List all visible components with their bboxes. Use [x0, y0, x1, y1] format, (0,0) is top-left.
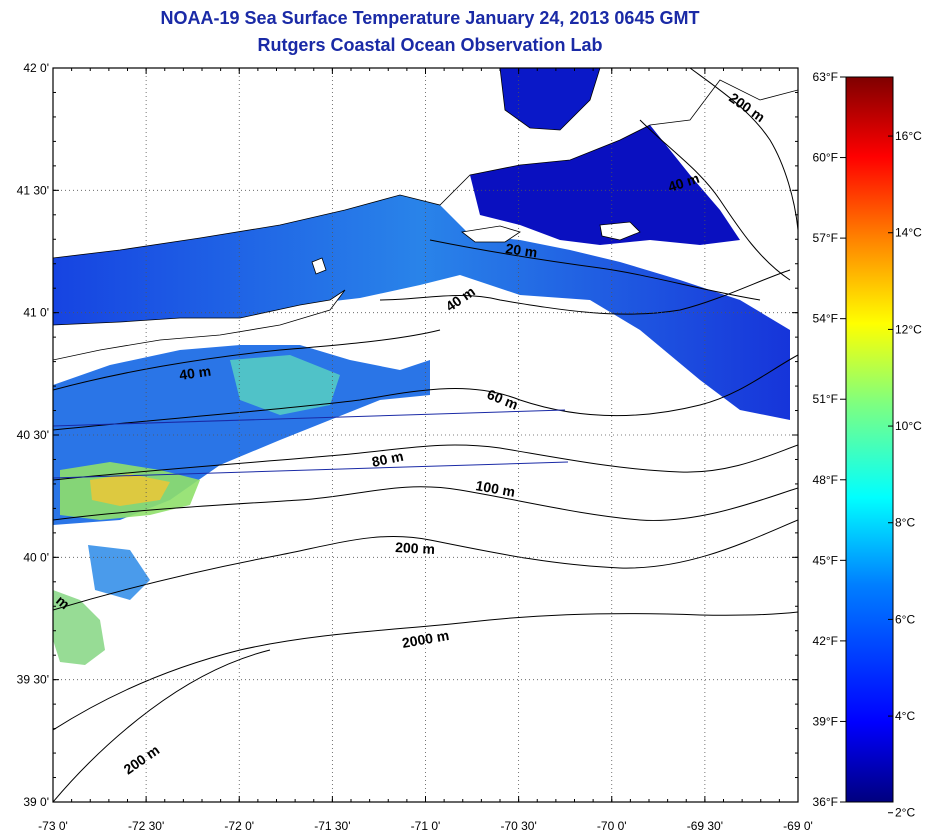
colorbar-c-label: 10°C — [895, 419, 922, 433]
colorbar-f-label: 39°F — [813, 714, 838, 728]
map-title: NOAA-19 Sea Surface Temperature January … — [160, 8, 700, 28]
colorbar-c-label: 4°C — [895, 709, 915, 723]
contour-label: 100 m — [474, 477, 516, 500]
lat-tick-label: 40 30' — [17, 428, 49, 442]
lon-tick-label: -72 0' — [224, 819, 254, 833]
colorbar-c-label: 2°C — [895, 806, 915, 820]
colorbar-c-label: 6°C — [895, 612, 915, 626]
colorbar-f-label: 36°F — [813, 795, 838, 809]
colorbar — [845, 76, 894, 803]
lon-tick-label: -69 0' — [783, 819, 813, 833]
longitude-tick-labels: -73 0' -72 30' -72 0' -71 30' -71 0' -70 30' -… — [38, 819, 813, 833]
new-england-coast — [53, 68, 798, 259]
transect-line-north — [52, 409, 566, 427]
colorbar-f-label: 42°F — [813, 634, 838, 648]
block-island — [311, 257, 327, 275]
lon-tick-label: -70 30' — [500, 819, 536, 833]
long-island — [53, 289, 346, 361]
lon-tick-label: -71 30' — [314, 819, 350, 833]
colorbar-fahrenheit-labels: 63°F 60°F 57°F 54°F 51°F 48°F 45°F 42°F 39°F 36°F — [813, 70, 838, 809]
lat-tick-label: 39 30' — [17, 673, 49, 687]
lat-tick-label: 41 30' — [17, 183, 49, 197]
contour-label: 80 m — [370, 448, 405, 470]
contour-label: 200 m — [395, 539, 435, 557]
colorbar-c-label: 14°C — [895, 226, 922, 240]
contour-20m — [429, 239, 761, 301]
lat-tick-label: 41 0' — [23, 306, 49, 320]
contour-200m-northeast — [689, 68, 798, 231]
lon-tick-label: -69 30' — [687, 819, 723, 833]
axis-ticks — [52, 67, 799, 803]
colorbar-f-label: 45°F — [813, 553, 838, 567]
colorbar-c-label: 8°C — [895, 516, 915, 530]
contour-200m — [53, 519, 798, 611]
colorbar-c-label: 12°C — [895, 322, 922, 336]
contour-200m-south — [53, 649, 271, 802]
colorbar-f-label: 60°F — [813, 151, 838, 165]
contour-40m-north — [379, 269, 791, 315]
contour-label: 20 m — [505, 240, 539, 260]
contour-100m — [53, 486, 798, 521]
latitude-tick-labels: 42 0' 41 30' 41 0' 40 30' 40 0' 39 30' 39 0' — [17, 61, 49, 809]
colorbar-c-label: 16°C — [895, 129, 922, 143]
bathymetry-contours — [53, 68, 798, 802]
colorbar-f-label: 48°F — [813, 473, 838, 487]
land-layer — [53, 68, 798, 361]
sst-band-north — [53, 195, 790, 420]
lat-tick-label: 40 0' — [23, 550, 49, 564]
nantucket — [599, 221, 641, 241]
lat-tick-label: 42 0' — [23, 61, 49, 75]
colorbar-f-label: 54°F — [813, 312, 838, 326]
lon-tick-label: -72 30' — [128, 819, 164, 833]
colorbar-ticks — [840, 76, 893, 814]
transect-line-south — [52, 461, 569, 479]
colorbar-celsius-labels: 16°C 14°C 12°C 10°C 8°C 6°C 4°C 2°C — [895, 129, 922, 820]
lat-tick-label: 39 0' — [23, 795, 49, 809]
martha-vineyard — [461, 225, 521, 243]
sst-patch-southwest — [53, 590, 105, 665]
transect-lines — [52, 409, 569, 479]
graticule — [53, 68, 798, 802]
contour-80m — [53, 444, 798, 481]
colorbar-f-label: 63°F — [813, 70, 838, 84]
lon-tick-label: -71 0' — [411, 819, 441, 833]
contour-2000m — [53, 611, 798, 731]
colorbar-f-label: 57°F — [813, 231, 838, 245]
contour-40m-northeast — [639, 119, 791, 281]
sst-cyan-patch — [230, 355, 340, 415]
lon-tick-label: -73 0' — [38, 819, 68, 833]
map-subtitle: Rutgers Coastal Ocean Observation Lab — [257, 35, 603, 55]
lon-tick-label: -70 0' — [597, 819, 627, 833]
contour-60m — [53, 354, 798, 431]
colorbar-f-label: 51°F — [813, 392, 838, 406]
contour-label: 40 m — [178, 363, 212, 383]
sst-warm-core — [90, 474, 170, 506]
sst-patch-blue-sw — [88, 545, 150, 600]
contour-40m-south — [53, 329, 441, 391]
sst-dark-cape — [470, 125, 740, 245]
